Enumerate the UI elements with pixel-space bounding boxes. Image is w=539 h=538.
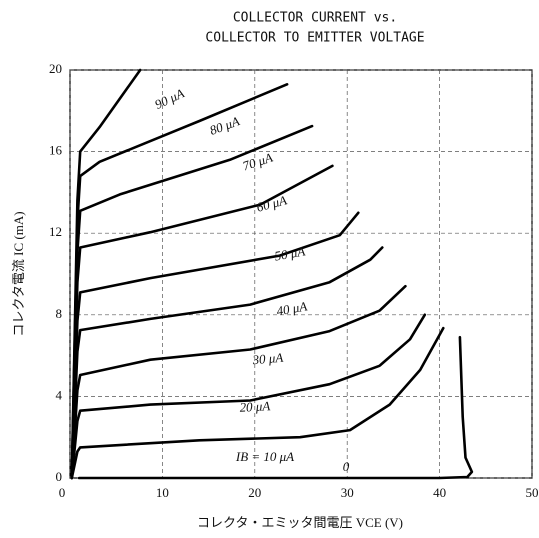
curve bbox=[77, 335, 474, 480]
curve-label: 60 μA bbox=[255, 192, 289, 214]
curve-label: 50 μA bbox=[273, 243, 306, 263]
curve bbox=[70, 284, 407, 480]
x-tick-label: 30 bbox=[341, 485, 354, 500]
curve bbox=[70, 124, 314, 480]
x-tick-label: 10 bbox=[156, 485, 169, 500]
chart-subtitle: COLLECTOR TO EMITTER VOLTAGE bbox=[205, 31, 424, 46]
curve bbox=[70, 164, 334, 480]
y-tick-label: 16 bbox=[49, 143, 63, 158]
curve-label: 80 μA bbox=[207, 113, 241, 138]
y-tick-label: 8 bbox=[56, 306, 63, 321]
curve bbox=[70, 326, 445, 480]
curve-label: 30 μA bbox=[251, 350, 284, 368]
x-axis-label: コレクタ・エミッタ間電圧 VCE (V) bbox=[197, 515, 403, 530]
x-tick-label: 40 bbox=[433, 485, 446, 500]
curve bbox=[70, 211, 360, 480]
x-tick-label: 20 bbox=[248, 485, 261, 500]
y-axis-label: コレクタ電流 IC (mA) bbox=[11, 211, 26, 336]
x-tick-label: 0 bbox=[59, 485, 66, 500]
curve bbox=[70, 313, 427, 480]
curve bbox=[70, 68, 142, 480]
curve-label: 90 μA bbox=[152, 85, 186, 112]
y-tick-label: 4 bbox=[56, 387, 63, 402]
curve-label: 0 bbox=[343, 459, 350, 474]
y-tick-label: 12 bbox=[49, 224, 62, 239]
chart-title: COLLECTOR CURRENT vs. bbox=[233, 11, 397, 26]
y-tick-label: 20 bbox=[49, 61, 62, 76]
curve bbox=[70, 246, 384, 480]
x-tick-label: 50 bbox=[526, 485, 539, 500]
y-tick-label: 0 bbox=[56, 469, 63, 484]
curve-label: 20 μA bbox=[239, 398, 271, 415]
curve-label: 40 μA bbox=[275, 298, 308, 318]
curve-label: IB = 10 μA bbox=[235, 449, 294, 464]
